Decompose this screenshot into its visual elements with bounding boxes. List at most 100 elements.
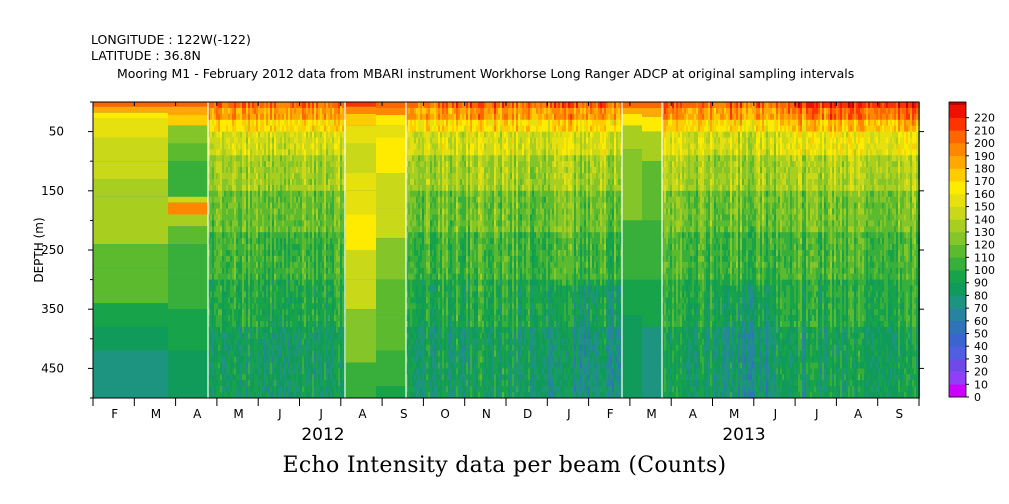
heatmap-cell bbox=[412, 338, 414, 346]
heatmap-cell bbox=[414, 362, 416, 369]
heatmap-cell bbox=[294, 261, 296, 269]
heatmap-cell bbox=[272, 350, 274, 358]
heatmap-cell bbox=[462, 184, 464, 192]
heatmap-cell bbox=[232, 161, 234, 168]
heatmap-cell bbox=[214, 303, 216, 310]
heatmap-cell bbox=[442, 261, 444, 269]
heatmap-cell bbox=[418, 167, 420, 174]
heatmap-cell bbox=[308, 220, 310, 227]
heatmap-cell bbox=[242, 255, 244, 263]
heatmap-cell bbox=[304, 291, 306, 298]
heatmap-cell bbox=[210, 338, 212, 346]
heatmap-cell bbox=[422, 119, 424, 127]
heatmap-cell bbox=[320, 273, 322, 281]
heatmap-cell bbox=[434, 202, 436, 210]
heatmap-cell bbox=[246, 386, 248, 393]
heatmap-cell bbox=[210, 220, 212, 227]
heatmap-cell bbox=[408, 119, 410, 127]
heatmap-cell bbox=[236, 338, 238, 346]
heatmap-cell bbox=[446, 303, 448, 310]
heatmap-cell bbox=[280, 250, 282, 257]
heatmap-cell bbox=[220, 321, 222, 328]
heatmap-cell bbox=[296, 368, 298, 375]
heatmap-cell bbox=[450, 297, 452, 304]
heatmap-cell bbox=[300, 255, 302, 263]
heatmap-cell bbox=[298, 315, 300, 322]
heatmap-cell bbox=[214, 297, 216, 304]
heatmap-cell bbox=[256, 255, 258, 263]
heatmap-cell bbox=[286, 167, 288, 174]
heatmap-cell bbox=[280, 202, 282, 210]
heatmap-cell bbox=[322, 255, 324, 263]
heatmap-cell bbox=[310, 362, 312, 369]
heatmap-cell bbox=[328, 196, 330, 204]
heatmap-cell bbox=[642, 326, 662, 398]
heatmap-cell bbox=[318, 143, 320, 150]
heatmap-cell bbox=[312, 196, 314, 204]
heatmap-cell bbox=[212, 338, 214, 346]
heatmap-cell bbox=[316, 173, 318, 180]
heatmap-cell bbox=[326, 303, 328, 310]
heatmap-cell bbox=[322, 184, 324, 192]
heatmap-cell bbox=[458, 338, 460, 346]
heatmap-cell bbox=[462, 143, 464, 150]
heatmap-cell bbox=[294, 386, 296, 393]
heatmap-cell bbox=[252, 255, 254, 263]
heatmap-cell bbox=[450, 196, 452, 204]
heatmap-cell bbox=[408, 226, 410, 233]
heatmap-cell bbox=[458, 137, 460, 144]
heatmap-cell bbox=[222, 244, 224, 251]
heatmap-cell bbox=[248, 356, 250, 363]
heatmap-cell bbox=[460, 167, 462, 174]
heatmap-cell bbox=[264, 190, 266, 198]
heatmap-cell bbox=[422, 279, 424, 287]
heatmap-cell bbox=[412, 238, 414, 245]
heatmap-cell bbox=[246, 315, 248, 322]
heatmap-cell bbox=[250, 149, 252, 156]
heatmap-cell bbox=[330, 267, 332, 275]
heatmap-cell bbox=[212, 273, 214, 281]
heatmap-cell bbox=[270, 315, 272, 322]
heatmap-cell bbox=[248, 321, 250, 328]
heatmap-cell bbox=[286, 190, 288, 198]
heatmap-cell bbox=[340, 392, 342, 399]
heatmap-cell bbox=[236, 102, 238, 109]
heatmap-cell bbox=[288, 190, 290, 198]
heatmap-cell bbox=[342, 350, 344, 358]
heatmap-cell bbox=[270, 131, 272, 139]
heatmap-cell bbox=[294, 155, 296, 162]
heatmap-cell bbox=[426, 315, 428, 322]
heatmap-cell bbox=[446, 267, 448, 275]
heatmap-cell bbox=[454, 380, 456, 387]
heatmap-cell bbox=[454, 291, 456, 298]
heatmap-cell bbox=[450, 167, 452, 174]
heatmap-cell bbox=[334, 214, 336, 221]
heatmap-cell bbox=[420, 250, 422, 257]
heatmap-cell bbox=[456, 143, 458, 150]
heatmap-cell bbox=[406, 196, 408, 204]
heatmap-cell bbox=[422, 297, 424, 304]
heatmap-cell bbox=[444, 232, 446, 239]
heatmap-cell bbox=[316, 291, 318, 298]
heatmap-cell bbox=[460, 173, 462, 180]
heatmap-cell bbox=[460, 208, 462, 215]
heatmap-cell bbox=[452, 149, 454, 156]
heatmap-cell bbox=[262, 279, 264, 287]
heatmap-cell bbox=[254, 356, 256, 363]
heatmap-cell bbox=[406, 113, 408, 121]
heatmap-cell bbox=[208, 303, 210, 310]
heatmap-cell bbox=[236, 356, 238, 363]
heatmap-cell bbox=[242, 107, 244, 115]
heatmap-cell bbox=[302, 279, 304, 287]
heatmap-cell bbox=[440, 184, 442, 192]
heatmap-cell bbox=[278, 291, 280, 298]
heatmap-cell bbox=[334, 326, 336, 334]
heatmap-cell bbox=[464, 173, 466, 180]
heatmap-cell bbox=[452, 131, 454, 139]
heatmap-cell bbox=[266, 368, 268, 375]
heatmap-cell bbox=[296, 167, 298, 174]
heatmap-cell bbox=[272, 149, 274, 156]
heatmap-cell bbox=[322, 143, 324, 150]
heatmap-cell bbox=[256, 321, 258, 328]
heatmap-cell bbox=[340, 250, 342, 257]
